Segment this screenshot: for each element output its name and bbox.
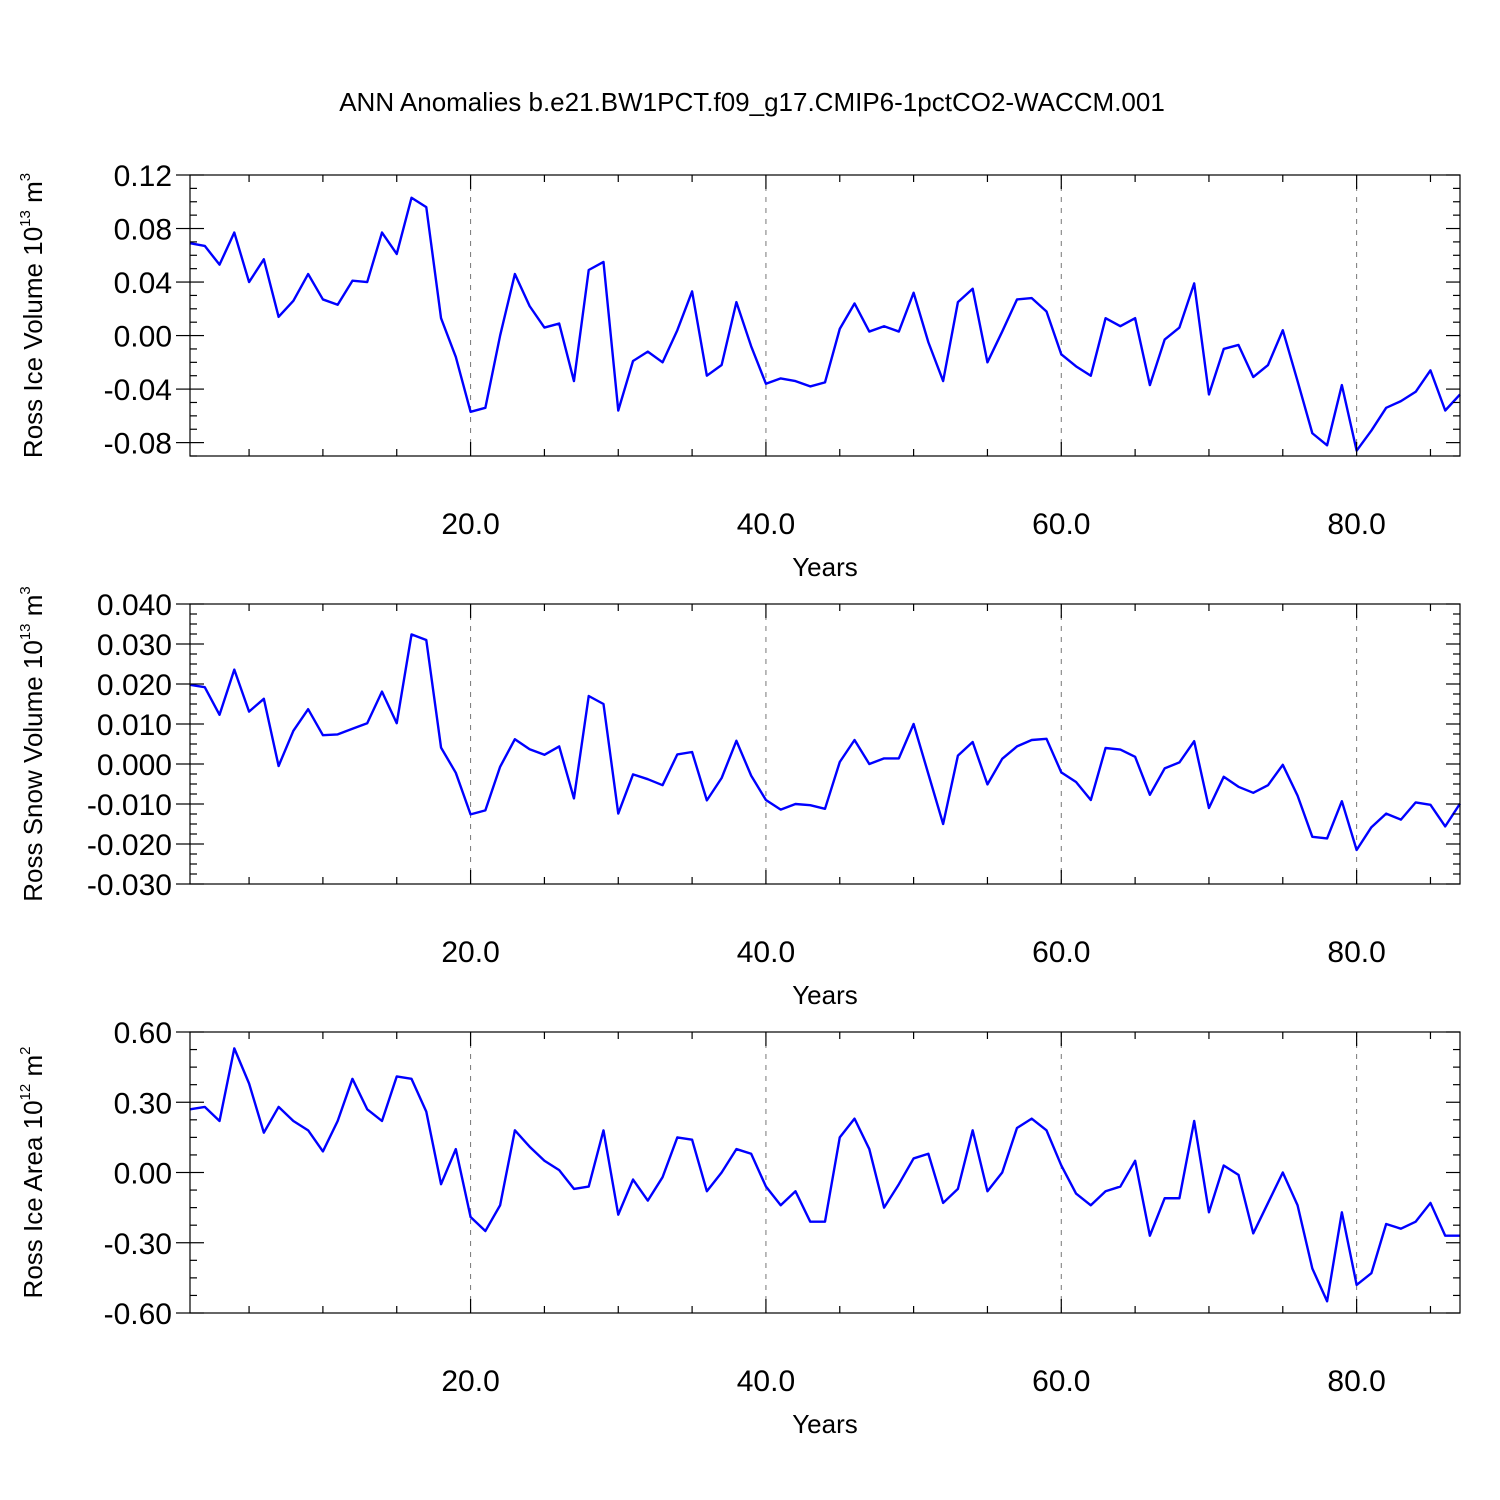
y-tick-label: 0.30 [114,1087,172,1120]
x-tick-label: 20.0 [441,508,499,541]
y-tick-label: 0.030 [97,629,172,662]
x-axis-label: Years [792,980,858,1010]
y-tick-label: -0.30 [104,1228,172,1261]
y-axis-label: Ross Ice Area 1012 m2 [17,1047,48,1299]
x-tick-label: 80.0 [1327,508,1385,541]
series-line [189,196,1461,452]
panel-ross-snow-volume: 20.0 40.0 60.0 80.0 0.040 0.030 0.020 0.010 0.00… [17,586,1462,1010]
y-axis-label: Ross Ice Volume 1013 m3 [17,173,48,458]
y-tick-label: 0.60 [114,1017,172,1050]
x-tick-label: 80.0 [1327,936,1385,969]
y-tick-label: 0.12 [114,160,172,193]
y-tick-label: 0.00 [114,1158,172,1191]
x-tick-label: 60.0 [1032,1365,1090,1398]
x-tick-label: 40.0 [737,936,795,969]
x-tick-label: 20.0 [441,1365,499,1398]
panel-ross-ice-volume: 20.0 40.0 60.0 80.0 0.12 0.08 0.04 0.00 -0.04 -0.… [17,160,1461,582]
x-tick-label: 60.0 [1032,508,1090,541]
y-tick-label: -0.04 [104,374,172,407]
y-tick-label: -0.60 [104,1298,172,1331]
y-tick-label: 0.04 [114,267,172,300]
plot-frame [189,603,1461,885]
y-tick-label: 0.08 [114,214,172,247]
y-tick-label: -0.030 [87,869,172,902]
y-tick-label: -0.08 [104,428,172,461]
series-line [189,1047,1460,1303]
x-axis-label: Years [792,552,858,582]
y-tick-label: 0.020 [97,669,172,702]
x-tick-label: 20.0 [441,936,499,969]
y-tick-label: 0.00 [114,321,172,354]
plot-frame [189,1031,1461,1314]
x-tick-label: 40.0 [737,508,795,541]
y-tick-label: 0.010 [97,709,172,742]
figure-title: ANN Anomalies b.e21.BW1PCT.f09_g17.CMIP6… [339,87,1165,117]
series-line [189,633,1462,852]
x-tick-label: 60.0 [1032,936,1090,969]
x-tick-label: 80.0 [1327,1365,1385,1398]
y-tick-label: 0.040 [97,589,172,622]
y-tick-label: -0.010 [87,789,172,822]
x-axis-label: Years [792,1409,858,1439]
y-tick-label: 0.000 [97,749,172,782]
x-tick-label: 40.0 [737,1365,795,1398]
y-tick-label: -0.020 [87,829,172,862]
plot-frame [189,174,1461,457]
panel-ross-ice-area: 20.0 40.0 60.0 80.0 0.60 0.30 0.00 -0.30 -0.60 Ye… [17,1017,1461,1439]
y-axis-label: Ross Snow Volume 1013 m3 [17,586,48,902]
